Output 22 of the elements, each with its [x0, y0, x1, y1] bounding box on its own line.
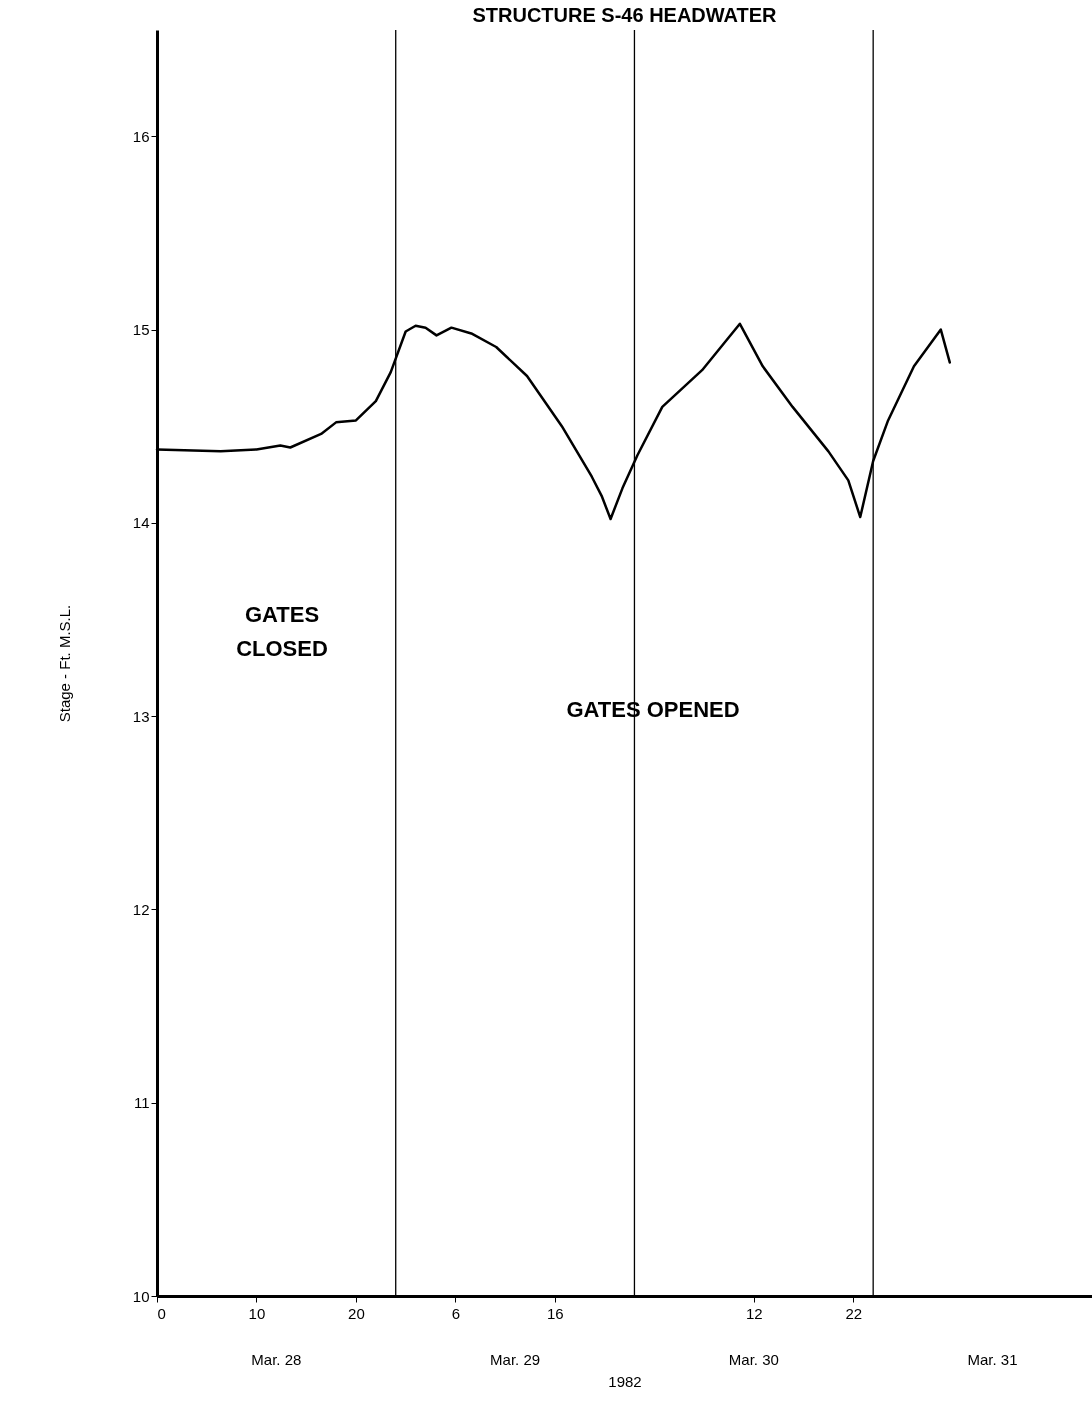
annotation: GATES CLOSED: [236, 602, 328, 661]
x-tick-label: 0: [157, 1304, 166, 1322]
text: Mar. 31: [967, 1351, 1018, 1368]
chart-title: STRUCTURE S-46 HEADWATER: [472, 4, 778, 26]
x-tick-label: 12: [745, 1304, 763, 1322]
y-tick-label: 13: [132, 707, 150, 725]
y-axis-title: Stage - Ft. M.S.L.: [55, 604, 73, 723]
text: Mar. 29: [490, 1351, 541, 1368]
x-tick-label: 6: [451, 1304, 461, 1322]
text: Mar. 28: [251, 1351, 302, 1368]
x-tick-label: 16: [547, 1304, 564, 1322]
text: Mar. 30: [728, 1351, 779, 1368]
x-tick-label: 20: [348, 1304, 365, 1322]
y-tick-label: 12: [132, 900, 150, 918]
y-tick-label: 10: [132, 1287, 150, 1305]
x-tick-label: 10: [248, 1304, 266, 1322]
y-tick-label: 15: [132, 321, 150, 339]
y-tick-label: 11: [133, 1094, 150, 1112]
x-tick-label: 22: [845, 1304, 863, 1322]
y-tick-label: 16: [132, 127, 150, 145]
x-axis-title: 1982: [608, 1372, 642, 1390]
y-tick-label: 14: [132, 514, 150, 532]
